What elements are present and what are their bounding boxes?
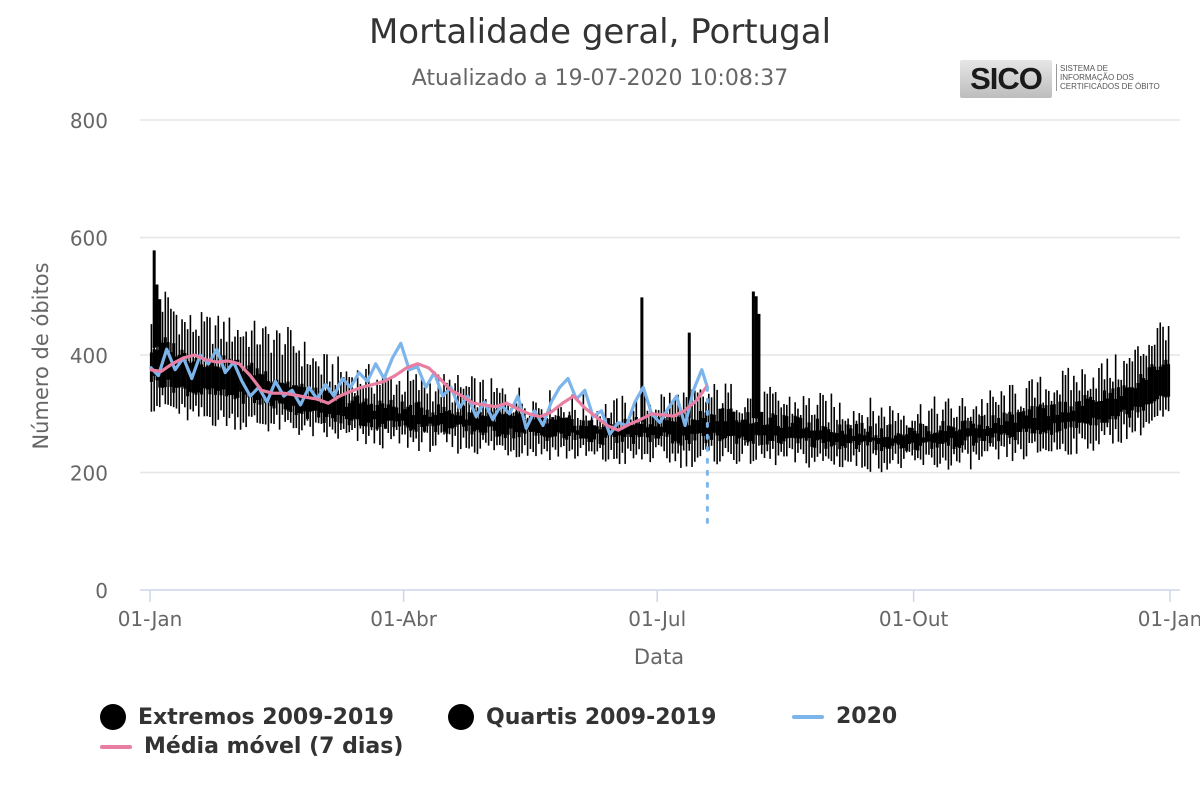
x-tick-label: 01-Out [879,607,949,631]
y-tick-label: 0 [95,579,108,603]
media-movel-symbol [100,744,132,749]
legend-item-2020[interactable]: 2020 [792,704,897,729]
extremos-symbol [100,704,126,730]
logo-description: SISTEMA DE INFORMAÇÃO DOS CERTIFICADOS D… [1056,64,1164,91]
y-tick-label: 800 [70,109,108,133]
y-tick-label: 400 [70,344,108,368]
historic-peaks [152,250,761,422]
legend-label-media: Média móvel (7 dias) [144,734,404,759]
historic-bars [149,291,1171,473]
media-movel-line [149,353,709,432]
quartis-symbol [448,704,474,730]
sico-logo: SICO SISTEMA DE INFORMAÇÃO DOS CERTIFICA… [960,60,1160,100]
chart-title: Mortalidade geral, Portugal [368,12,832,52]
legend-label-2020: 2020 [836,704,898,729]
legend-item-quartis[interactable]: Quartis 2009-2019 [448,704,716,730]
x-tick-label: 01-Abr [370,607,438,631]
y-tick-label: 200 [70,462,108,486]
legend-label-quartis: Quartis 2009-2019 [486,704,717,730]
series-2020-line [148,341,709,436]
x-tick-label: 01-Jul [628,607,686,631]
logo-mark [960,60,1052,98]
legend: Extremos 2009-2019 Quartis 2009-2019 202… [100,704,1100,774]
x-axis: 01-Jan 01-Abr 01-Jul 01-Out 01-Jan [118,589,1200,631]
x-tick-label: 01-Jan [118,607,183,631]
legend-item-media[interactable]: Média móvel (7 dias) [100,734,403,759]
series-lines [148,341,709,524]
logo-name: SICO [970,61,1043,96]
legend-label-extremos: Extremos 2009-2019 [138,704,394,730]
legend-item-extremos[interactable]: Extremos 2009-2019 [100,704,394,730]
x-axis-label: Data [634,645,684,669]
grid-lines [140,119,1180,474]
series-2020-symbol [792,714,824,719]
chart-subtitle: Atualizado a 19-07-2020 10:08:37 [411,66,789,91]
y-axis-label: Número de óbitos [29,262,53,449]
x-tick-label: 01-Jan [1138,607,1200,631]
y-tick-label: 600 [70,227,108,251]
y-axis-ticks: 0 200 400 600 800 [70,109,108,603]
